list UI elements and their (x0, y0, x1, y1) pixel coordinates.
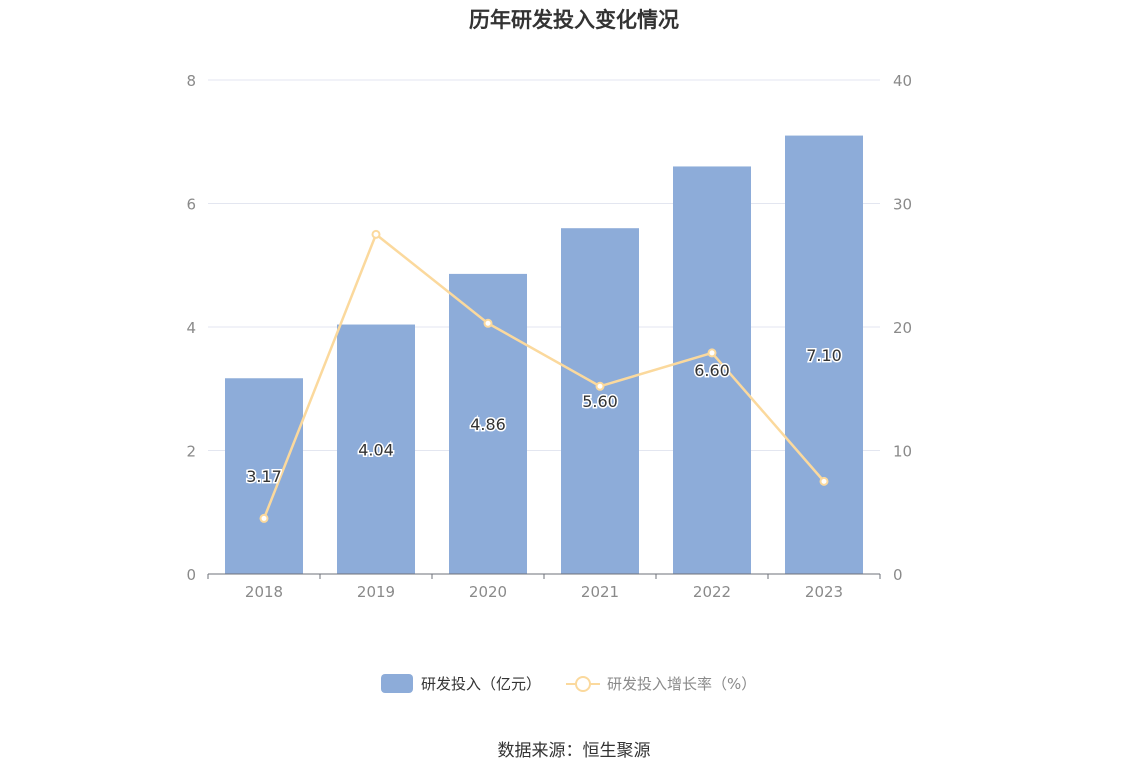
x-tick-label: 2023 (805, 583, 843, 601)
growth-point (595, 381, 605, 391)
y-left-tick-label: 0 (186, 566, 196, 584)
y-right-tick-label: 10 (893, 443, 912, 461)
legend-line-marker (575, 676, 591, 692)
x-tick-label: 2018 (245, 583, 283, 601)
growth-point (707, 348, 717, 358)
y-left-tick-label: 4 (186, 319, 196, 337)
growth-line (262, 232, 825, 519)
y-left-tick-label: 8 (186, 72, 196, 90)
growth-point (371, 229, 381, 239)
bar-value-label: 4.86 (470, 415, 506, 434)
bar (337, 324, 415, 574)
bar-value-label: 5.60 (582, 392, 618, 411)
bar-value-label: 3.17 (246, 467, 282, 486)
growth-point (259, 513, 269, 523)
y-left-tick-label: 6 (186, 196, 196, 214)
growth-point (483, 318, 493, 328)
y-right-tick-label: 20 (893, 319, 912, 337)
x-tick-label: 2020 (469, 583, 507, 601)
data-source: 数据来源：恒生聚源 (497, 741, 651, 761)
legend-bar-swatch (381, 674, 413, 693)
y-right-tick-label: 30 (893, 196, 912, 214)
x-tick-label: 2021 (581, 583, 619, 601)
bar (785, 135, 863, 574)
bar-value-label: 6.60 (694, 361, 730, 380)
bar (673, 166, 751, 574)
bar-value-label: 4.04 (358, 440, 394, 459)
bar (225, 378, 303, 574)
bar (561, 228, 639, 574)
y-right-tick-label: 40 (893, 72, 912, 90)
chart-title: 历年研发投入变化情况 (469, 8, 679, 32)
y-right-tick-label: 0 (893, 566, 903, 584)
growth-point (819, 476, 829, 486)
legend-bar-label: 研发投入（亿元） (421, 675, 541, 693)
legend-line-label: 研发投入增长率（%） (607, 675, 756, 693)
x-tick-label: 2019 (357, 583, 395, 601)
x-tick-label: 2022 (693, 583, 731, 601)
y-left-tick-label: 2 (186, 443, 196, 461)
bar-value-label: 7.10 (806, 346, 842, 365)
